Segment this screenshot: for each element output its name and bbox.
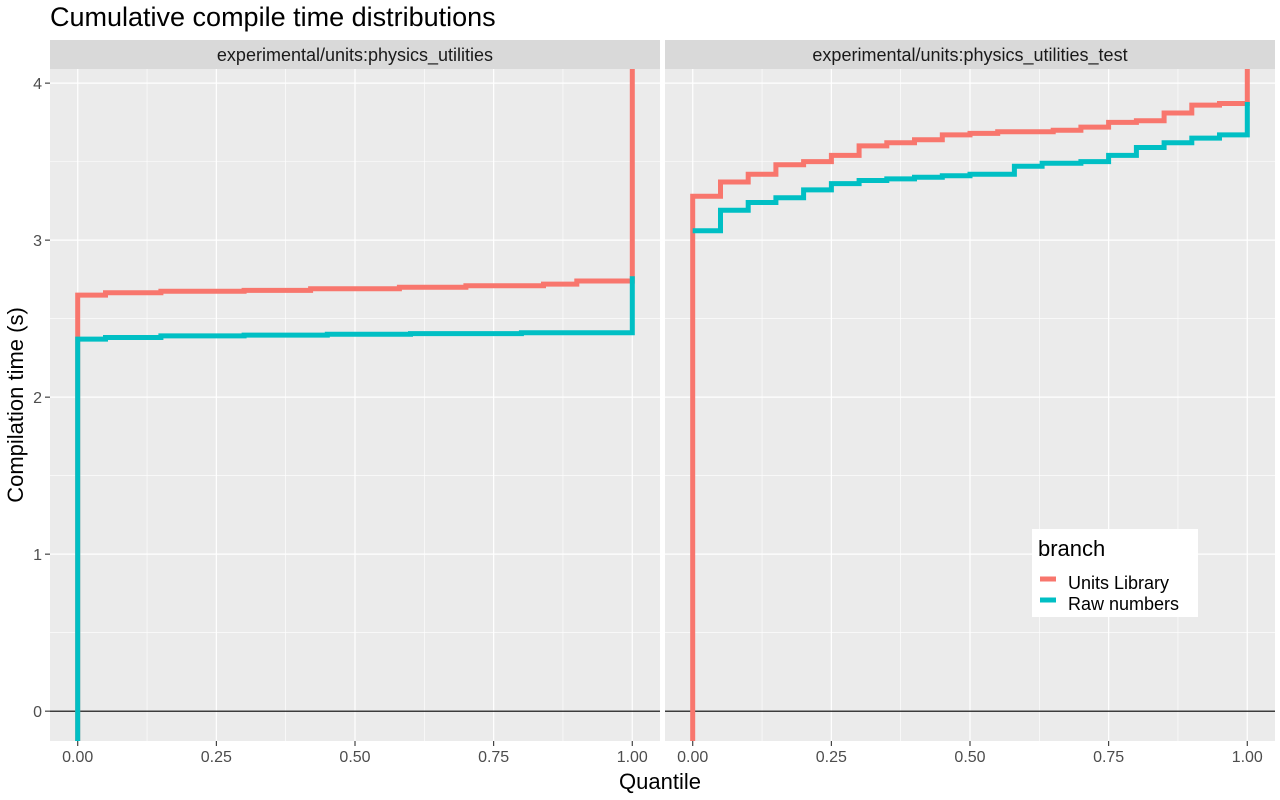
- chart-title: Cumulative compile time distributions: [50, 2, 496, 32]
- y-tick-label: 1: [33, 547, 42, 564]
- y-tick-label: 4: [33, 76, 42, 93]
- x-tick-label: 0.75: [1093, 749, 1124, 766]
- legend: branch Units Library Raw numbers: [1032, 529, 1198, 617]
- facet-panel-2: experimental/units:physics_utilities_tes…: [665, 40, 1275, 741]
- series-units-library-step-line: [75, 69, 635, 741]
- legend-title: branch: [1038, 536, 1105, 561]
- facet-panel-1: experimental/units:physics_utilities: [50, 40, 660, 741]
- y-tick-label: 3: [33, 233, 42, 250]
- legend-box: [1032, 529, 1198, 617]
- x-tick-label: 1.00: [1232, 749, 1263, 766]
- panel-2-gridlines: [665, 69, 1275, 741]
- panel-2-series: [690, 69, 1250, 741]
- series-units-library-step-line: [690, 69, 1250, 741]
- axes: 0 1 2 3 4 0.00 0.25 0.50 0.75 1.00 0.00 0.25 0.50 0.7…: [33, 76, 1263, 766]
- legend-label-units-library: Units Library: [1068, 573, 1169, 593]
- facet-strip-1: [50, 40, 660, 69]
- facet-strip-2: [665, 40, 1275, 69]
- y-axis-title: Compilation time (s): [3, 307, 28, 503]
- x-axis-title: Quantile: [619, 769, 701, 794]
- x-tick-label: 0.25: [816, 749, 847, 766]
- x-tick-label: 1.00: [617, 749, 648, 766]
- series-raw-numbers-step-line: [75, 276, 635, 741]
- x-tick-label: 0.75: [478, 749, 509, 766]
- x-tick-label: 0.00: [62, 749, 93, 766]
- x-tick-label: 0.00: [677, 749, 708, 766]
- panel-1-series: [75, 69, 635, 741]
- x-tick-label: 0.50: [954, 749, 985, 766]
- facet-strip-2-label: experimental/units:physics_utilities_tes…: [812, 45, 1127, 66]
- x-tick-label: 0.25: [201, 749, 232, 766]
- y-tick-label: 0: [33, 704, 42, 721]
- panel-1-gridlines: [50, 69, 660, 741]
- series-raw-numbers-step-line: [692, 102, 1250, 234]
- y-tick-label: 2: [33, 390, 42, 407]
- legend-label-raw-numbers: Raw numbers: [1068, 594, 1179, 614]
- x-tick-label: 0.50: [339, 749, 370, 766]
- facet-strip-1-label: experimental/units:physics_utilities: [217, 45, 493, 66]
